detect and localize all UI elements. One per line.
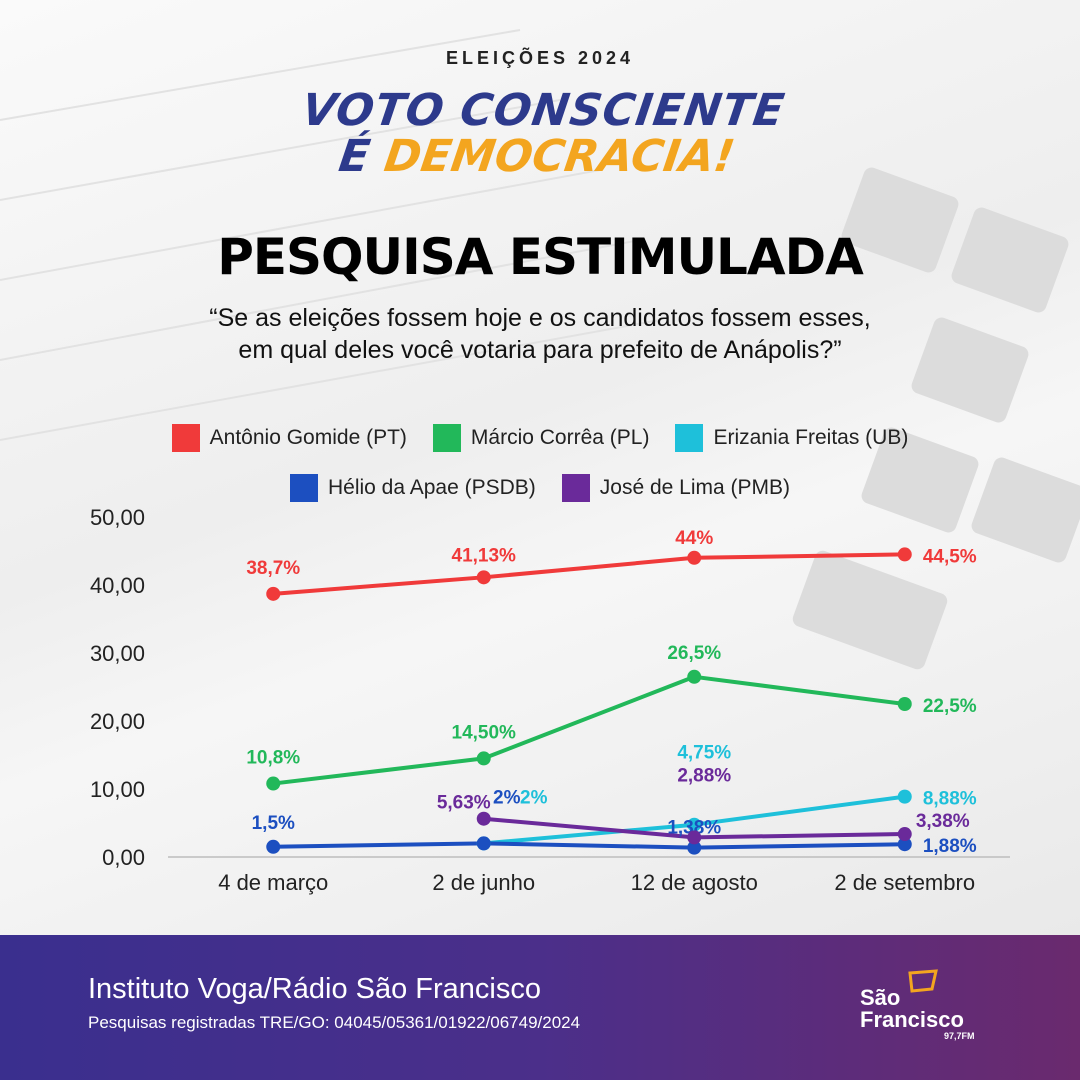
data-point (687, 840, 702, 855)
slogan-line1: VOTO CONSCIENTE (298, 85, 789, 136)
x-tick-label: 2 de junho (432, 870, 535, 895)
data-label: 2,88% (677, 765, 731, 786)
data-label: 22,5% (923, 696, 977, 717)
eyebrow-label: ELEIÇÕES 2024 (445, 48, 635, 68)
x-tick-label: 12 de agosto (631, 870, 758, 895)
data-point (897, 837, 912, 852)
data-label: 44% (675, 528, 713, 549)
data-point (266, 776, 281, 791)
series-line (273, 674, 906, 786)
footer-source: Instituto Voga/Rádio São Francisco (88, 973, 541, 1005)
data-label: 10,8% (246, 748, 300, 769)
question-line1: “Se as eleições fossem hoje e os candida… (209, 304, 871, 332)
data-point (266, 839, 281, 854)
data-label: 3,38% (916, 811, 970, 832)
legend-row-2: Hélio da Apae (PSDB) José de Lima (PMB) (0, 474, 1080, 502)
series-line (273, 552, 905, 596)
slogan-e: É (335, 131, 374, 182)
legend-label: José de Lima (PMB) (599, 476, 790, 499)
data-point (476, 811, 491, 826)
data-point (687, 550, 702, 565)
data-point (687, 669, 702, 684)
footer-registry: Pesquisas registradas TRE/GO: 04045/0536… (88, 1013, 581, 1032)
slogan-democracia: DEMOCRACIA! (381, 131, 738, 182)
y-tick-label: 40,00 (90, 573, 145, 598)
legend-item: Hélio da Apae (PSDB) (289, 474, 536, 502)
footer: Instituto Voga/Rádio São Francisco Pesqu… (0, 935, 1080, 1080)
data-label: 5,63% (437, 793, 491, 814)
legend-swatch (289, 474, 318, 502)
x-tick-label: 4 de março (218, 870, 328, 895)
legend-item: José de Lima (PMB) (561, 474, 790, 502)
data-point (897, 547, 912, 562)
data-label: 44,5% (923, 546, 977, 567)
question-line2: em qual deles você votaria para prefeito… (238, 336, 842, 364)
data-point (897, 827, 912, 842)
logo-line2: Francisco (860, 1007, 964, 1032)
legend-label: Hélio da Apae (PSDB) (327, 476, 536, 499)
page-title: PESQUISA ESTIMULADA (217, 228, 864, 286)
data-label: 2% (520, 787, 548, 808)
data-point (266, 586, 281, 601)
line-chart: 0,00 10,00 20,00 30,00 40,00 50,00 4 de março 2… (90, 505, 1010, 895)
data-label: 4,75% (677, 743, 731, 764)
legend-item: Márcio Corrêa (PL) (432, 424, 650, 452)
logo-frequency: 97,7FM (944, 1031, 975, 1041)
data-label: 26,5% (667, 643, 721, 664)
data-point (476, 570, 491, 585)
data-point (687, 817, 702, 832)
legend-swatch (675, 424, 704, 452)
legend-swatch (171, 424, 200, 452)
data-label: 1,5% (252, 813, 295, 834)
legend-label: Márcio Corrêa (PL) (470, 426, 650, 449)
data-label: 8,88% (923, 789, 977, 810)
slogan-line2: É DEMOCRACIA! (0, 131, 1080, 182)
radio-logo-icon (908, 969, 938, 993)
legend-row-1: Antônio Gomide (PT) Márcio Corrêa (PL) Eri… (0, 424, 1080, 452)
data-point (476, 751, 491, 766)
data-point (897, 697, 912, 711)
y-tick-label: 0,00 (102, 845, 145, 870)
legend-item: Erizania Freitas (UB) (675, 424, 908, 452)
data-label: 41,13% (452, 545, 517, 566)
legend-label: Erizania Freitas (UB) (713, 426, 909, 449)
data-label: 14,50% (452, 722, 517, 743)
radio-logo: São Francisco 97,7FM (860, 965, 990, 1055)
legend-swatch (432, 424, 461, 452)
y-tick-label: 30,00 (90, 641, 145, 666)
data-point (476, 836, 491, 851)
y-tick-label: 20,00 (90, 709, 145, 734)
legend-swatch (561, 474, 590, 502)
data-point (897, 789, 912, 804)
x-tick-label: 2 de setembro (834, 870, 975, 895)
legend-label: Antônio Gomide (PT) (209, 426, 407, 449)
background-texture (0, 29, 1080, 670)
survey-question: “Se as eleições fossem hoje e os candida… (0, 302, 1080, 366)
data-label: 38,7% (246, 558, 300, 579)
data-label: 2% (493, 787, 521, 808)
series-line (273, 841, 905, 850)
data-label: 1,38% (667, 818, 721, 839)
slogan: VOTO CONSCIENTE É DEMOCRACIA! (0, 85, 1080, 182)
legend-item: Antônio Gomide (PT) (171, 424, 407, 452)
data-label: 1,88% (923, 836, 977, 857)
y-tick-label: 50,00 (90, 505, 145, 530)
y-tick-label: 10,00 (90, 777, 145, 802)
data-point (687, 830, 702, 845)
logo-line1: São (860, 985, 901, 1010)
